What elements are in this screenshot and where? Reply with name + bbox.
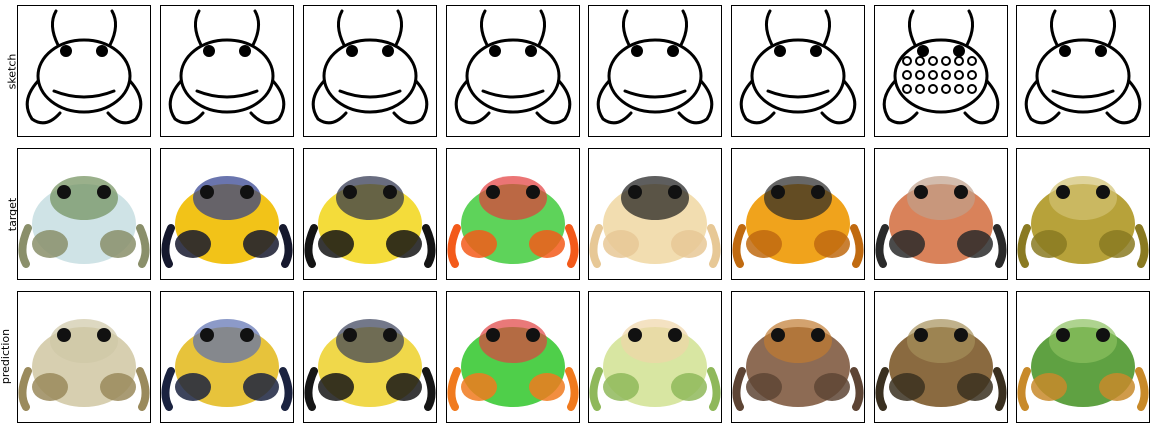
panel-target-col-3 [303,148,437,280]
panel-target-col-7 [874,148,1008,280]
panel-target-col-5 [588,148,722,280]
panel-prediction-col-3 [303,291,437,423]
panel-prediction-col-8 [1016,291,1150,423]
panel-sketch-col-2 [160,5,294,137]
panel-prediction-col-1 [17,291,151,423]
row-label-target: target [6,197,20,232]
panel-prediction-col-6 [731,291,865,423]
panel-prediction-col-4 [446,291,580,423]
panel-sketch-col-5 [588,5,722,137]
panel-target-col-6 [731,148,865,280]
panel-sketch-col-1 [17,5,151,137]
panel-prediction-col-2 [160,291,294,423]
panel-sketch-col-6 [731,5,865,137]
panel-target-col-8 [1016,148,1150,280]
panel-sketch-col-8 [1016,5,1150,137]
panel-prediction-col-5 [588,291,722,423]
row-label-prediction: prediction [0,328,13,385]
panel-target-col-1 [17,148,151,280]
panel-target-col-4 [446,148,580,280]
panel-prediction-col-7 [874,291,1008,423]
row-label-sketch: sketch [5,53,19,90]
panel-sketch-col-3 [303,5,437,137]
panel-sketch-col-7 [874,5,1008,137]
panel-target-col-2 [160,148,294,280]
panel-sketch-col-4 [446,5,580,137]
